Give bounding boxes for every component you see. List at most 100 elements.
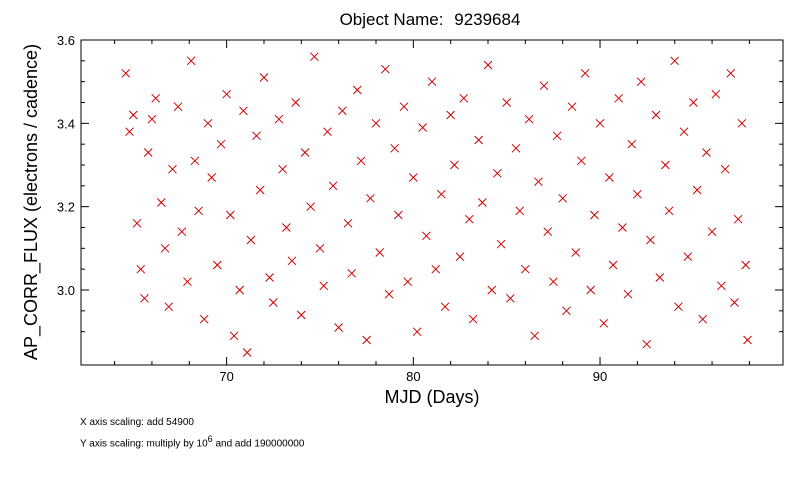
data-point <box>173 102 183 112</box>
data-point <box>183 277 192 287</box>
data-point <box>468 314 478 324</box>
y-scaling-prefix: Y axis scaling: multiply by 10 <box>80 438 208 450</box>
data-point <box>408 173 418 182</box>
data-point <box>356 156 366 166</box>
data-point <box>478 198 487 207</box>
data-point <box>394 210 403 220</box>
data-point <box>343 218 353 228</box>
data-point <box>737 118 747 128</box>
data-point <box>455 252 465 262</box>
x-tick-label: 80 <box>406 369 420 384</box>
data-point <box>160 243 170 253</box>
data-point <box>310 52 319 62</box>
data-point <box>436 189 446 199</box>
y-scaling-exponent: 6 <box>207 434 213 444</box>
data-point <box>291 98 301 107</box>
data-point <box>483 60 493 70</box>
chart-title: Object Name: 9239684 <box>340 10 521 29</box>
y-axis-label: AP_CORR_FLUX (electrons / cadence) <box>21 44 42 360</box>
data-point <box>646 235 655 245</box>
data-point <box>143 148 153 157</box>
data-point <box>177 227 187 237</box>
data-point <box>440 302 450 312</box>
data-point <box>422 231 431 241</box>
data-point <box>323 127 332 137</box>
data-point <box>203 118 213 128</box>
data-point <box>246 235 256 245</box>
x-tick-label: 70 <box>219 369 233 384</box>
data-point <box>702 148 711 157</box>
data-point <box>242 348 252 357</box>
data-point <box>605 173 614 182</box>
data-point <box>255 185 265 195</box>
data-point <box>692 185 702 195</box>
data-point <box>151 93 161 103</box>
data-point <box>577 156 586 166</box>
data-point <box>352 85 362 95</box>
data-point <box>539 81 549 91</box>
data-point <box>216 139 226 149</box>
data-point <box>562 306 571 316</box>
data-point <box>515 206 525 216</box>
data-point <box>384 289 394 299</box>
data-point <box>549 277 558 287</box>
data-point <box>431 264 441 274</box>
data-point <box>274 114 284 124</box>
data-point <box>222 89 231 99</box>
data-point <box>319 281 329 291</box>
data-point <box>717 281 726 291</box>
data-point <box>707 227 717 237</box>
data-point <box>614 93 624 103</box>
data-point <box>334 323 344 332</box>
data-point <box>390 143 400 153</box>
data-point <box>552 131 562 141</box>
data-point <box>580 68 590 78</box>
data-point <box>642 339 652 349</box>
data-point <box>506 293 515 303</box>
data-point <box>199 314 209 324</box>
data-point <box>306 202 315 212</box>
data-point <box>492 168 502 178</box>
data-point <box>446 110 456 120</box>
data-point <box>683 252 693 262</box>
data-point <box>711 89 721 99</box>
data-point <box>128 110 138 120</box>
data-point <box>558 193 568 203</box>
data-point <box>403 277 413 287</box>
data-point <box>226 210 235 220</box>
data-point <box>627 139 637 149</box>
data-point <box>743 335 752 345</box>
data-point <box>670 56 680 66</box>
data-point <box>186 56 196 66</box>
data-point <box>268 298 278 307</box>
data-point <box>347 268 357 278</box>
data-point <box>147 114 157 124</box>
data-point <box>595 118 605 128</box>
data-point <box>543 227 553 237</box>
x-axis-label: MJD (Days) <box>385 387 480 407</box>
data-point <box>464 214 474 224</box>
data-point <box>140 293 149 303</box>
data-point <box>689 98 698 107</box>
y-scaling-suffix: and add 190000000 <box>212 438 305 450</box>
chart-title-value: 9239684 <box>454 10 520 29</box>
data-point <box>418 123 428 132</box>
data-point <box>459 93 469 103</box>
data-point <box>194 206 203 216</box>
data-point <box>380 64 390 74</box>
data-point <box>265 273 274 282</box>
data-point <box>524 114 534 124</box>
data-point <box>136 264 146 274</box>
data-point <box>371 118 381 128</box>
data-point <box>496 239 506 249</box>
data-point <box>239 106 248 116</box>
x-axis: 70 80 90 <box>114 40 750 384</box>
data-point <box>362 335 372 345</box>
data-point <box>427 77 437 87</box>
data-point <box>156 198 166 207</box>
y-tick-label: 3.0 <box>57 283 75 298</box>
data-point <box>212 260 222 270</box>
data-point <box>300 148 310 157</box>
data-point <box>730 298 739 307</box>
y-axis: 3.0 3.2 3.4 3.6 <box>57 33 783 333</box>
